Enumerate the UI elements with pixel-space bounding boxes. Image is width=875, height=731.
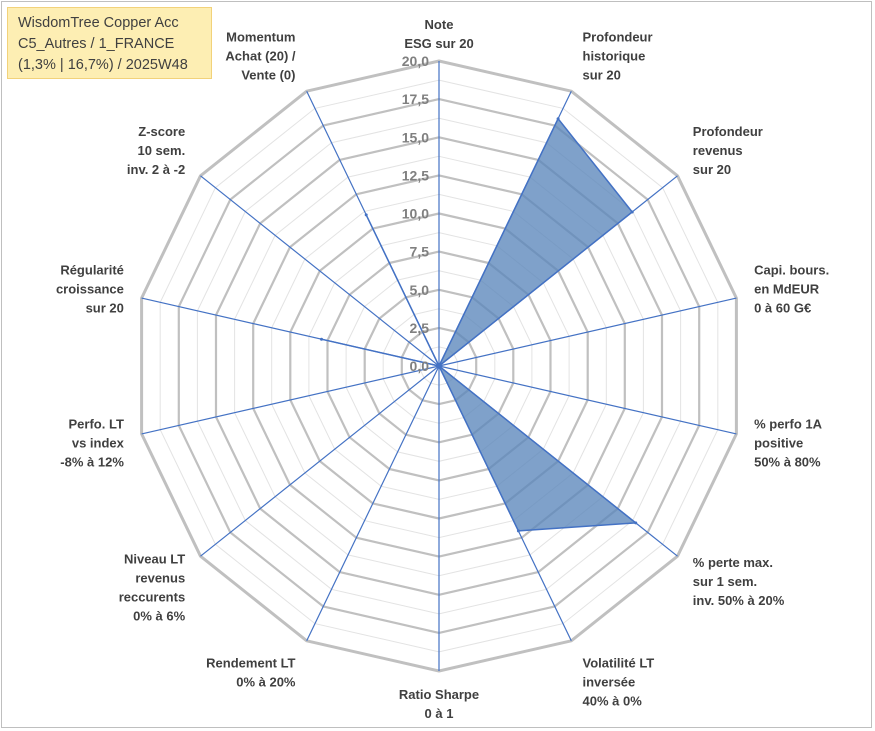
- axis-label: Profondeur historique sur 20: [583, 29, 653, 82]
- title-box: WisdomTree Copper Acc C5_Autres / 1_FRAN…: [7, 7, 212, 79]
- axis-labels: Note ESG sur 20 Profondeur historique sur 20…: [56, 17, 829, 721]
- axis-spoke: [438, 297, 737, 367]
- axis-label: Régularité croissance sur 20: [56, 263, 124, 316]
- tick-label: 10,0: [402, 206, 429, 222]
- axis-label: Momentum Achat (20) / Vente (0): [225, 29, 295, 82]
- title-line-3: (1,3% | 16,7%) / 2025W48: [18, 57, 188, 73]
- axis-label: Perfo. LT vs index -8% à 12%: [60, 416, 124, 469]
- series-layer: [320, 117, 638, 533]
- series-point: [364, 213, 368, 217]
- tick-label: 12,5: [402, 167, 429, 183]
- series-point: [630, 210, 634, 214]
- axis-label: Note ESG sur 20: [404, 17, 473, 51]
- series-point: [516, 529, 520, 533]
- series-point: [634, 521, 638, 525]
- axis-label: Rendement LT 0% à 20%: [206, 656, 296, 690]
- axis-label: Z-score 10 sem. inv. 2 à -2: [127, 124, 185, 177]
- tick-label: 0,0: [410, 358, 430, 374]
- axis-spoke: [141, 365, 440, 435]
- tick-label: 20,0: [402, 53, 429, 69]
- tick-label: 17,5: [402, 91, 429, 107]
- tick-label: 15,0: [402, 129, 429, 145]
- title-line-2: C5_Autres / 1_FRANCE: [18, 36, 175, 52]
- axis-label: Profondeur revenus sur 20: [693, 124, 763, 177]
- axis-spoke: [200, 365, 440, 557]
- axis-label: % perte max. sur 1 sem. inv. 50% à 20%: [693, 555, 785, 608]
- series-area: [320, 117, 637, 532]
- tick-labels: 0,0 2,5 5,0 7,5 10,0 12,5 15,0 17,5 20,0: [402, 53, 429, 374]
- tick-label: 5,0: [410, 282, 430, 298]
- axis-label: % perfo 1A positive 50% à 80%: [754, 416, 823, 469]
- axis-label: Ratio Sharpe 0 à 1: [399, 687, 479, 721]
- axis-spoke: [200, 175, 440, 367]
- axis-label: Volatilité LT inversée 40% à 0%: [583, 656, 655, 709]
- tick-label: 2,5: [410, 320, 430, 336]
- axis-label: Niveau LT revenus reccurents 0% à 6%: [119, 551, 186, 623]
- series-point: [320, 337, 323, 341]
- series-point: [556, 117, 560, 121]
- axis-spoke: [306, 365, 440, 642]
- axis-spoke: [438, 365, 737, 435]
- series-point: [437, 364, 441, 368]
- axis-label: Capi. bours. en MdEUR 0 à 60 G€: [754, 263, 829, 316]
- tick-label: 7,5: [410, 244, 430, 260]
- title-line-1: WisdomTree Copper Acc: [18, 15, 179, 31]
